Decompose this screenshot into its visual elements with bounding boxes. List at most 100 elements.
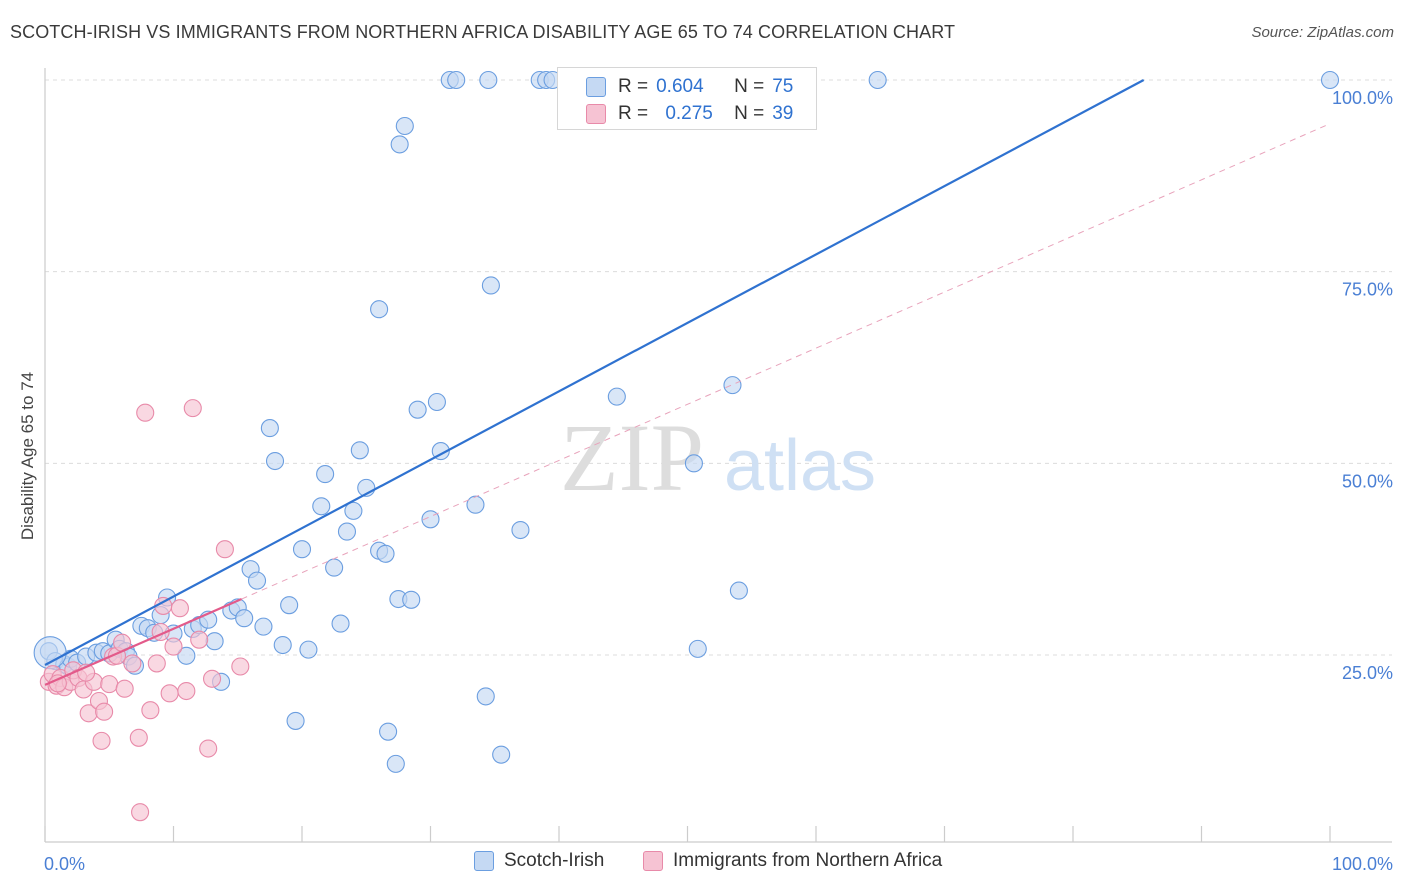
point-northern-africa-34 xyxy=(231,657,250,676)
point-northern-africa-21 xyxy=(141,701,160,720)
point-scotch-irish-42 xyxy=(325,558,344,577)
legend-label-scotch-irish: Scotch-Irish xyxy=(504,850,605,871)
point-northern-africa-29 xyxy=(183,399,202,418)
stats-r-value: 0.604 xyxy=(656,76,704,97)
stats-row-scotch-irish: R = 0.604 N = 75 xyxy=(586,75,793,99)
point-northern-africa-13 xyxy=(95,702,114,721)
series-scotch-irish-points xyxy=(33,70,1340,773)
point-scotch-irish-cluster xyxy=(33,636,67,670)
stats-r-value: 0.275 xyxy=(665,103,713,124)
point-scotch-irish-46 xyxy=(350,441,369,460)
point-scotch-irish-59 xyxy=(427,392,446,412)
point-scotch-irish-73 xyxy=(684,454,703,473)
point-northern-africa-12 xyxy=(92,731,111,750)
point-scotch-irish-65 xyxy=(479,70,498,90)
point-northern-africa-14 xyxy=(100,675,119,694)
point-scotch-irish-54 xyxy=(386,754,405,773)
axes xyxy=(44,68,1392,843)
point-northern-africa-17 xyxy=(115,679,134,698)
legend-swatch-scotch-irish xyxy=(474,851,494,871)
tick-labels: 25.0% 50.0% 75.0% 100.0% 0.0% 100.0% xyxy=(44,88,1393,874)
stats-n-label: N = xyxy=(734,76,765,97)
point-scotch-irish-34 xyxy=(265,451,285,471)
legend-swatch-northern-africa xyxy=(643,851,663,871)
stats-n-value: 75 xyxy=(772,76,794,97)
point-scotch-irish-74 xyxy=(688,639,707,658)
point-northern-africa-19 xyxy=(129,728,148,747)
point-scotch-irish-40 xyxy=(312,497,331,516)
point-northern-africa-35 xyxy=(131,803,150,822)
point-scotch-irish-50 xyxy=(379,722,398,741)
stats-r-label: R = xyxy=(618,76,649,97)
point-northern-africa-31 xyxy=(199,739,218,758)
y-tick-label-1: 50.0% xyxy=(1342,471,1393,491)
point-scotch-irish-33 xyxy=(260,419,279,438)
trend-lines xyxy=(44,79,1331,686)
trend-line-scotch-irish xyxy=(44,79,1145,666)
point-northern-africa-26 xyxy=(164,637,183,656)
point-northern-africa-18 xyxy=(123,654,142,673)
x-tick-label-max: 100.0% xyxy=(1332,854,1393,874)
point-scotch-irish-25 xyxy=(205,632,224,651)
point-northern-africa-27 xyxy=(170,599,189,618)
point-scotch-irish-49 xyxy=(376,544,395,563)
point-scotch-irish-72 xyxy=(607,387,626,406)
series-legend: Scotch-Irish Immigrants from Northern Af… xyxy=(0,850,1406,878)
point-scotch-irish-63 xyxy=(466,495,485,514)
point-scotch-irish-64 xyxy=(476,687,495,706)
point-scotch-irish-68 xyxy=(511,520,530,540)
point-scotch-irish-29 xyxy=(235,609,254,628)
point-scotch-irish-39 xyxy=(299,640,318,659)
point-scotch-irish-31 xyxy=(247,571,267,590)
stats-n-value: 39 xyxy=(772,103,794,124)
point-scotch-irish-52 xyxy=(402,590,421,609)
point-scotch-irish-44 xyxy=(337,522,357,541)
point-northern-africa-33 xyxy=(215,540,234,559)
point-scotch-irish-77 xyxy=(868,70,887,90)
trend-extension-northern-africa xyxy=(241,123,1331,600)
point-scotch-irish-41 xyxy=(316,465,335,484)
point-scotch-irish-75 xyxy=(723,376,742,395)
chart-title: SCOTCH-IRISH VS IMMIGRANTS FROM NORTHERN… xyxy=(10,22,956,42)
point-scotch-irish-76 xyxy=(729,581,748,600)
point-scotch-irish-21 xyxy=(177,646,196,665)
y-tick-label-0: 25.0% xyxy=(1342,663,1393,683)
watermark-zip: ZIP xyxy=(560,404,704,511)
legend-label-northern-africa: Immigrants from Northern Africa xyxy=(673,850,943,871)
x-tick-label-min: 0.0% xyxy=(44,854,85,874)
y-tick-label-2: 75.0% xyxy=(1342,280,1393,300)
point-scotch-irish-67 xyxy=(492,745,511,764)
source-label: Source: ZipAtlas.com xyxy=(1251,24,1394,41)
stats-swatch-scotch-irish xyxy=(586,77,606,97)
point-northern-africa-30 xyxy=(190,630,209,649)
legend-item-scotch-irish[interactable]: Scotch-Irish xyxy=(474,850,604,872)
point-scotch-irish-66 xyxy=(481,276,500,295)
stats-swatch-northern-africa xyxy=(586,104,606,124)
watermark-atlas: atlas xyxy=(724,426,876,506)
legend-item-northern-africa[interactable]: Immigrants from Northern Africa xyxy=(643,850,942,872)
point-scotch-irish-45 xyxy=(344,501,363,520)
point-scotch-irish-56 xyxy=(395,116,414,136)
y-tick-label-3: 100.0% xyxy=(1332,88,1393,108)
point-northern-africa-22 xyxy=(147,654,166,673)
point-northern-africa-25 xyxy=(160,684,179,703)
point-scotch-irish-43 xyxy=(331,614,350,633)
point-scotch-irish-32 xyxy=(254,617,273,636)
stats-r-label: R = xyxy=(618,103,649,124)
watermark: ZIP atlas xyxy=(560,404,876,511)
point-scotch-irish-38 xyxy=(292,540,312,559)
point-scotch-irish-57 xyxy=(408,400,427,419)
stats-row-northern-africa: R = 0.275 N = 39 xyxy=(586,102,793,126)
point-scotch-irish-78 xyxy=(1320,70,1340,90)
point-scotch-irish-35 xyxy=(273,635,292,655)
point-scotch-irish-62 xyxy=(447,70,466,90)
point-scotch-irish-37 xyxy=(286,711,305,730)
stats-legend-box: R = 0.604 N = 75 R = 0.275 N = 39 xyxy=(557,67,817,130)
point-scotch-irish-53 xyxy=(370,300,389,319)
point-northern-africa-20 xyxy=(136,403,155,422)
stats-n-label: N = xyxy=(734,103,765,124)
point-scotch-irish-55 xyxy=(390,135,409,154)
point-northern-africa-32 xyxy=(203,669,222,688)
point-scotch-irish-36 xyxy=(280,596,299,615)
